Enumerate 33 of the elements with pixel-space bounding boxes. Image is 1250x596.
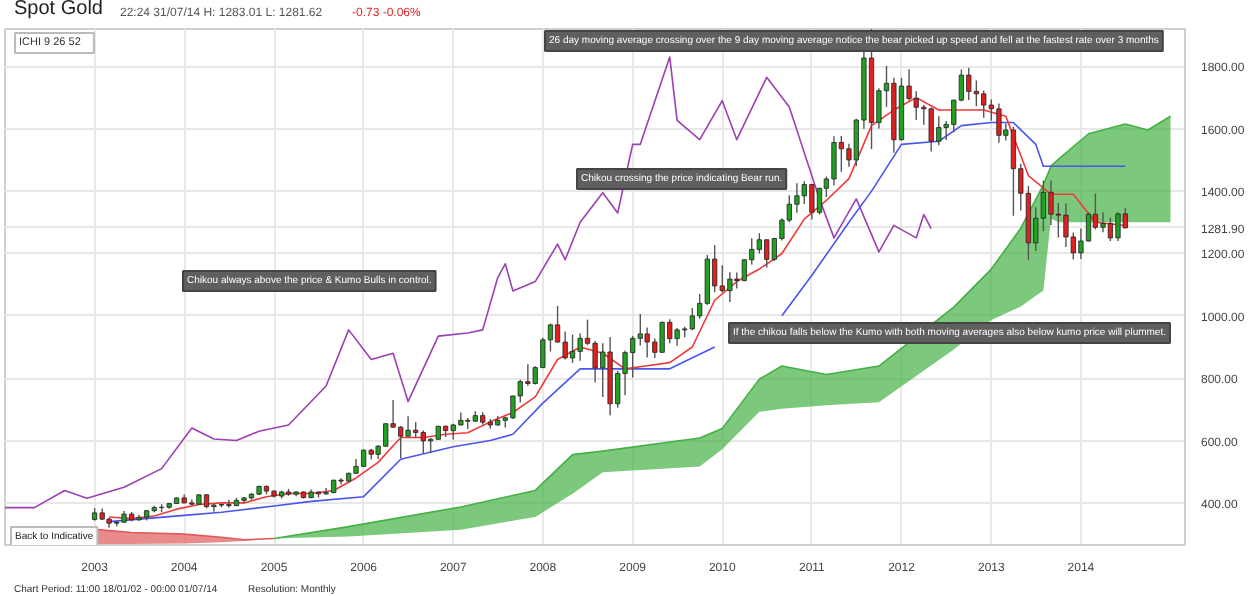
candlestick xyxy=(592,340,598,384)
candlestick xyxy=(838,135,844,173)
candlestick xyxy=(1010,126,1017,217)
candlestick xyxy=(569,333,576,364)
candlestick xyxy=(764,238,770,269)
candlestick xyxy=(966,66,972,101)
candlestick xyxy=(1048,179,1054,226)
candlestick xyxy=(600,342,606,398)
candlestick xyxy=(1100,211,1106,233)
candlestick xyxy=(928,106,934,153)
candlestick xyxy=(659,320,665,354)
line-series xyxy=(5,56,932,509)
candlestick xyxy=(981,89,987,119)
candlestick xyxy=(1063,202,1069,248)
candlestick xyxy=(831,135,837,187)
candlestick xyxy=(1107,216,1113,242)
candlestick xyxy=(809,182,815,221)
candlestick xyxy=(637,313,643,347)
candlestick xyxy=(936,115,942,146)
candlestick xyxy=(794,182,800,214)
candlestick xyxy=(1115,211,1121,242)
candlestick xyxy=(630,335,636,379)
candlestick xyxy=(562,330,568,361)
candlestick xyxy=(973,79,979,108)
candlestick xyxy=(405,415,411,437)
candlestick xyxy=(801,180,807,205)
chart-title: Spot Gold xyxy=(14,0,103,20)
candlestick xyxy=(727,271,733,303)
candlestick xyxy=(756,232,762,255)
candlestick xyxy=(719,264,725,294)
candlestick xyxy=(420,429,426,454)
candlestick xyxy=(577,332,583,362)
candlestick xyxy=(996,102,1002,144)
